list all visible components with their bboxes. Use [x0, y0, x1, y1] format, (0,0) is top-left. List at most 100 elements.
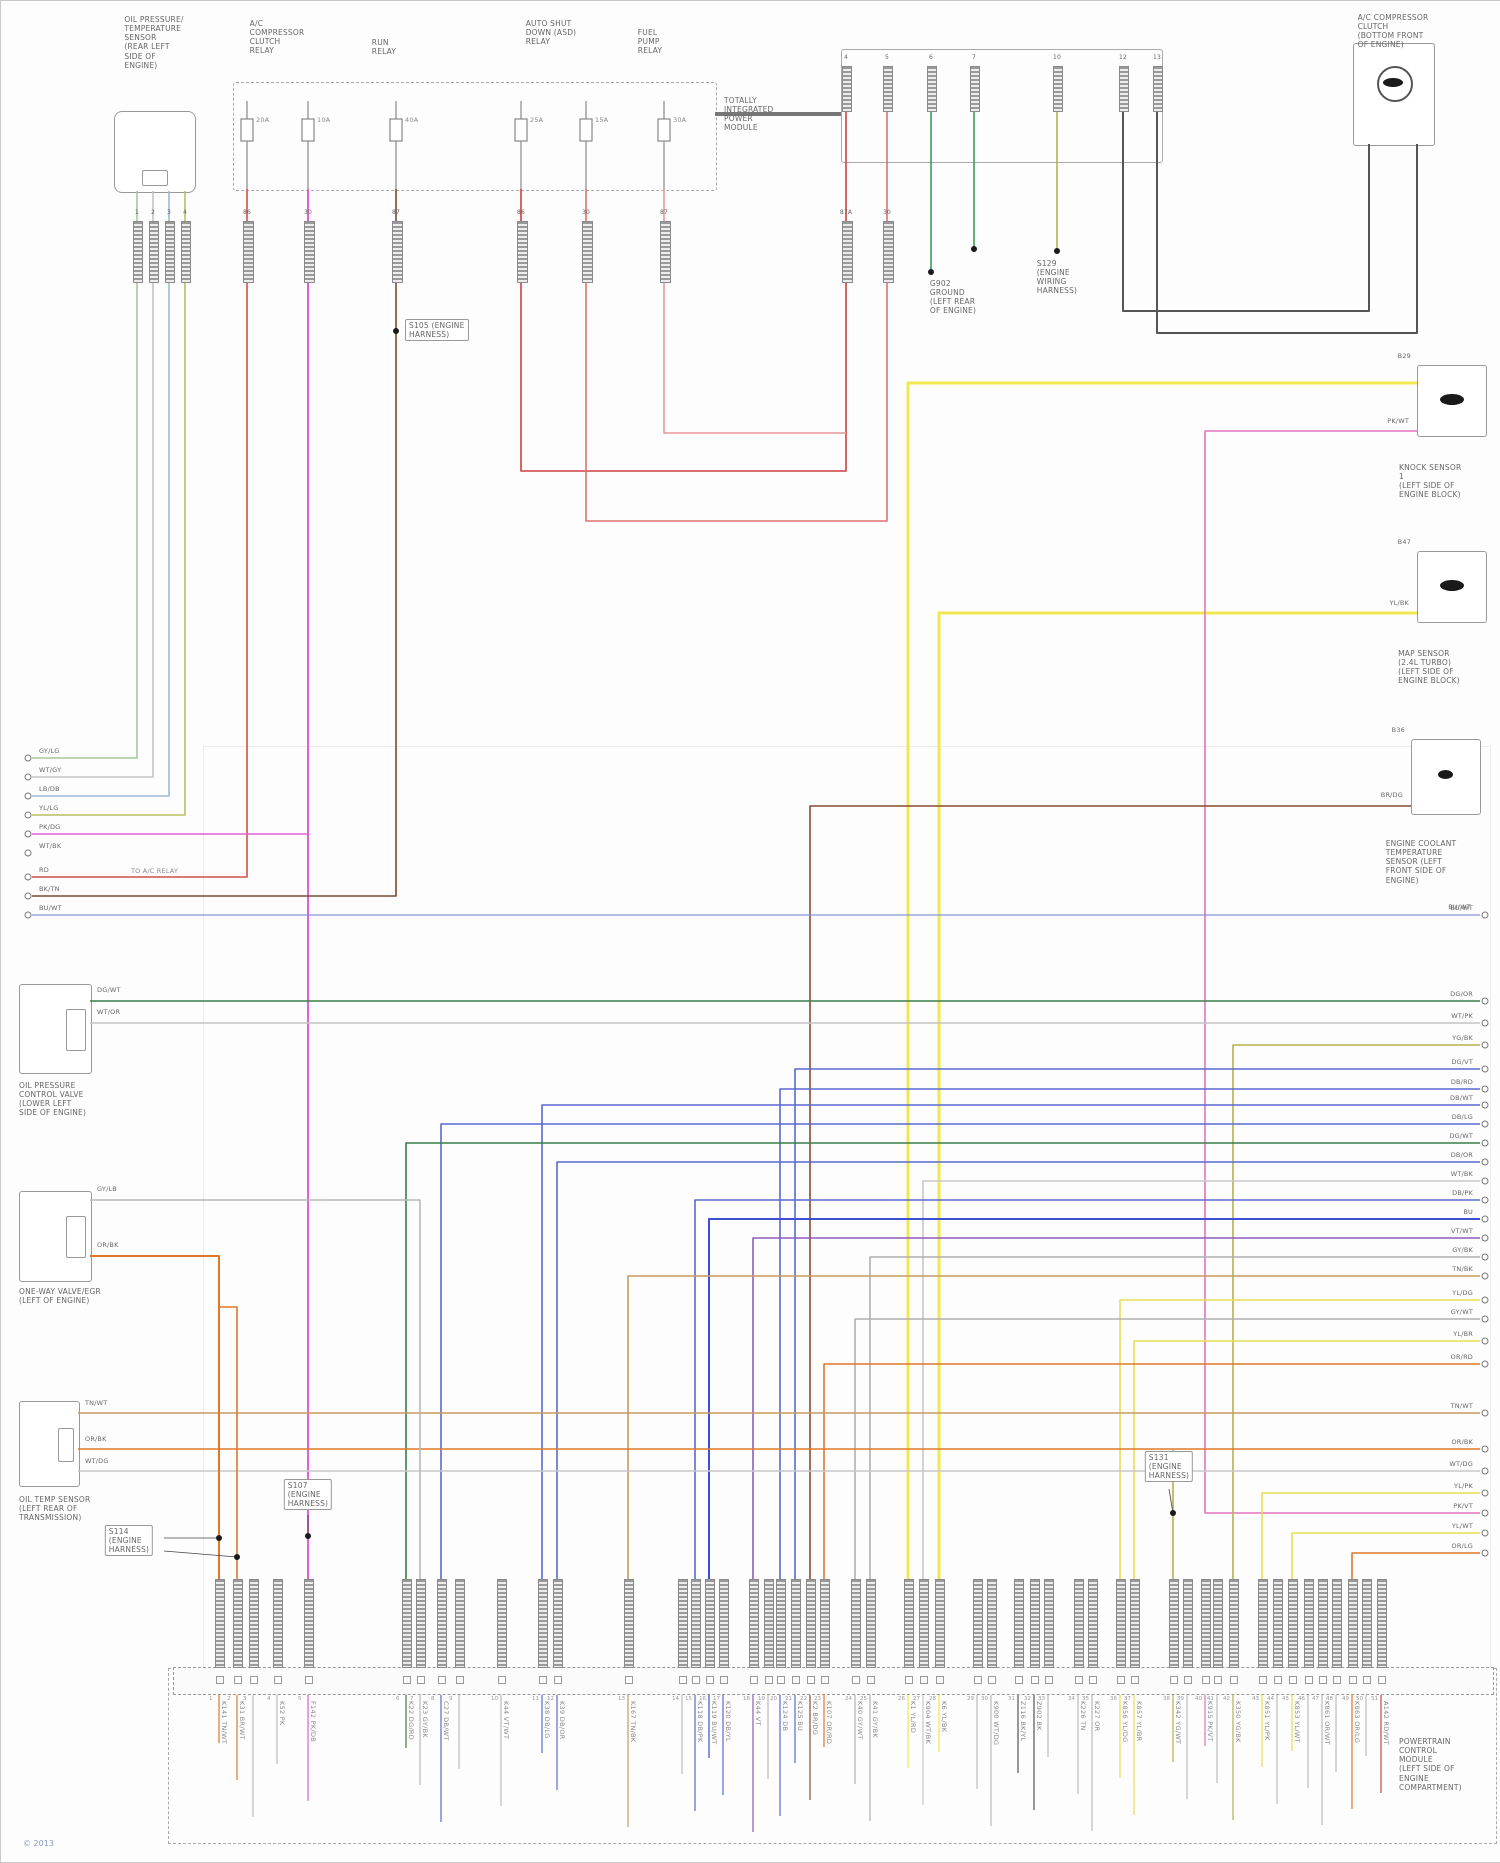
- fpin-6: 87: [659, 209, 669, 216]
- right-terminal-g1-1: [1481, 997, 1489, 1005]
- right-terminal-g2-7: [1481, 1177, 1489, 1185]
- pcm-strip-terminal-49: [1348, 1676, 1357, 1684]
- pcm-pin-5: [304, 1579, 314, 1668]
- pcm-circuit-label-26: K1 YL/RD: [909, 1701, 917, 1734]
- right-terminal-g2-9: [1481, 1215, 1489, 1223]
- right-terminal-g2-13: [1481, 1296, 1489, 1304]
- pcm-circuit-label-7: K23 GY/BK: [421, 1701, 429, 1738]
- splice-dot-4: [1054, 248, 1060, 254]
- wire-blue-row-1123: [440, 1123, 1480, 1665]
- left-row-code-2: WT/GY: [39, 766, 62, 774]
- pcm-pin-number-41: 41: [1207, 1696, 1214, 1702]
- right-row-code-g3-4: YL/PK: [1454, 1482, 1473, 1490]
- pcm-pin-19: [764, 1579, 774, 1668]
- pcm-circuit-label-47: K861 OR/WT: [1323, 1701, 1331, 1745]
- pcm-strip-terminal-26: [904, 1676, 913, 1684]
- pcm-strip-terminal-45: [1288, 1676, 1297, 1684]
- pcm-pin-number-43: 43: [1252, 1696, 1259, 1702]
- pcm-strip-terminal-6: [402, 1676, 411, 1684]
- pcm-pin-number-20: 20: [770, 1696, 777, 1702]
- pcm-pin-47: [1318, 1579, 1328, 1668]
- right-row-code-g2-14: GY/WT: [1450, 1308, 1473, 1316]
- connector-pin-2: [149, 221, 159, 283]
- pcm-pin-number-17: 17: [713, 1696, 720, 1702]
- pcm-strip-terminal-21: [791, 1676, 800, 1684]
- map-sensor-box: [1417, 551, 1487, 623]
- pcm-pin-number-16: 16: [699, 1696, 706, 1702]
- right-row-code-g2-10: VT/WT: [1450, 1227, 1473, 1235]
- pcm-pin-11: [538, 1579, 548, 1668]
- right-terminal-g2-14: [1481, 1315, 1489, 1323]
- oil-pressure-valve-box: [19, 984, 92, 1074]
- wire-white-row-1180: [922, 1180, 1480, 1665]
- pcm-circuit-label-2: K31 BR/WT: [238, 1701, 246, 1740]
- wire-orange-row-1363: [823, 1363, 1480, 1665]
- connector-pin-16: [970, 66, 980, 112]
- right-row-code-g2-16: OR/RD: [1450, 1353, 1473, 1361]
- r1-wirecode: PK/WT: [1387, 417, 1409, 425]
- pcm-circuit-label-28: K6 YL/BK: [940, 1701, 948, 1733]
- pcm-pin-8: [437, 1579, 447, 1668]
- wire-brightblue-row-1218: [708, 1218, 1480, 1665]
- pcm-circuit-label-1: K141 TN/WT: [220, 1701, 228, 1745]
- fuse-body-3: [389, 118, 403, 142]
- wire-gray-l2: [90, 1199, 421, 1665]
- pcm-strip-terminal-44: [1273, 1676, 1282, 1684]
- ground-caption: G902 GROUND (LEFT REAR OF ENGINE): [929, 279, 977, 316]
- apin-6: 12: [1118, 54, 1128, 61]
- pcm-pin-43: [1258, 1579, 1268, 1668]
- tipm-caption: TOTALLY INTEGRATED POWER MODULE: [724, 96, 774, 133]
- pcm-pin-34: [1074, 1579, 1084, 1668]
- pcm-pin-number-8: 8: [431, 1696, 435, 1702]
- wire-relay-red: [32, 189, 248, 878]
- pcm-pin-number-2: 2: [227, 1696, 231, 1702]
- pcm-strip-terminal-30: [987, 1676, 996, 1684]
- left-terminal-1: [24, 754, 32, 762]
- left-row-code-1: GY/LG: [39, 747, 60, 755]
- splice-dot-8: [1170, 1510, 1176, 1516]
- l2-caption: ONE-WAY VALVE/EGR (LEFT OF ENGINE): [19, 1287, 101, 1306]
- pcm-pin-23: [820, 1579, 830, 1668]
- fuse-body-2: [301, 118, 315, 142]
- pcm-pin-31: [1014, 1579, 1024, 1668]
- pcm-pin-25: [866, 1579, 876, 1668]
- pcm-pin-number-24: 24: [845, 1696, 852, 1702]
- pcm-pin-36: [1116, 1579, 1126, 1668]
- wire-clutch-loop-2: [1156, 110, 1418, 334]
- pcm-pin-33: [1044, 1579, 1054, 1668]
- l3-pin1-code: TN/WT: [85, 1399, 108, 1407]
- pcm-pin-number-42: 42: [1223, 1696, 1230, 1702]
- r2-wirecode: YL/BK: [1389, 599, 1409, 607]
- right-terminal-g2-3: [1481, 1101, 1489, 1109]
- right-row-code-g1-1: DG/OR: [1450, 990, 1473, 998]
- relay-caption-1: A/C COMPRESSOR CLUTCH RELAY: [249, 19, 305, 56]
- pcm-pin-number-33: 33: [1038, 1696, 1045, 1702]
- knock-sensor-icon: [1440, 394, 1464, 405]
- pcm-strip-terminal-23: [820, 1676, 829, 1684]
- pcm-strip-terminal-9: [455, 1676, 464, 1684]
- right-row-code-g3-7: OR/LG: [1451, 1542, 1473, 1550]
- wire-tan-row-1275: [627, 1275, 1480, 1665]
- pcm-strip-terminal-11: [538, 1676, 547, 1684]
- pcm-pin-13: [624, 1579, 634, 1668]
- connector-pin-1: [133, 221, 143, 283]
- pcm-circuit-label-40: K915 PK/VT: [1206, 1701, 1214, 1742]
- pcm-strip-terminal-10: [497, 1676, 506, 1684]
- splice-dot-5: [216, 1535, 222, 1541]
- apin-4: 7: [971, 54, 977, 61]
- pcm-pin-7: [416, 1579, 426, 1668]
- right-row-code-g0-1: BU/WT: [1450, 904, 1473, 912]
- pcm-pin-number-1: 1: [209, 1696, 213, 1702]
- pcm-circuit-label-43: K851 YL/PK: [1263, 1701, 1271, 1741]
- right-terminal-g3-6: [1481, 1529, 1489, 1537]
- left-row-code-8: BK/TN: [39, 885, 60, 893]
- pcm-pin-number-21: 21: [785, 1696, 792, 1702]
- fpin-3: 87: [391, 209, 401, 216]
- pcm-strip-terminal-43: [1258, 1676, 1267, 1684]
- pcm-strip-terminal-47: [1318, 1676, 1327, 1684]
- wire-red-loop-a: [520, 189, 847, 472]
- wire-clutch-loop-1: [1122, 110, 1370, 312]
- pcm-pin-number-36: 36: [1110, 1696, 1117, 1702]
- fpin-2: 30: [303, 209, 313, 216]
- wire-blue-row-1199: [694, 1199, 1480, 1665]
